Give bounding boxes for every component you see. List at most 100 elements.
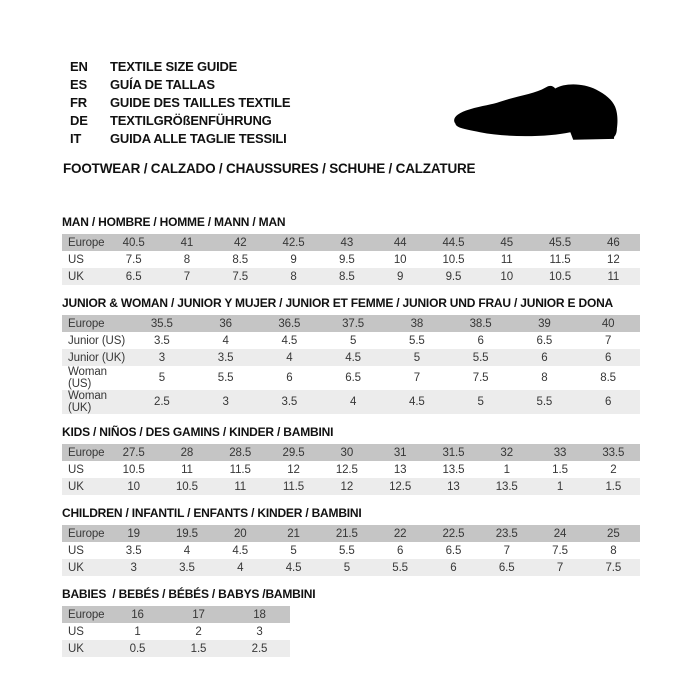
dress-shoe-icon	[444, 74, 634, 160]
size-cell: 6	[576, 349, 640, 366]
size-cell: 7	[160, 268, 214, 285]
size-cell: 5.5	[217, 372, 234, 384]
size-cell: 30	[320, 444, 374, 461]
row-label: US	[68, 253, 84, 266]
size-cell: 42	[213, 234, 267, 251]
language-guide-title: TEXTILE SIZE GUIDE	[110, 59, 238, 74]
row-label: Woman (UK)	[62, 390, 130, 414]
size-cell: 23.5	[480, 525, 534, 542]
size-cell: 3	[107, 559, 161, 576]
row-label: Europe	[62, 444, 107, 461]
row-label: UK	[62, 559, 107, 576]
size-cell: 5.5	[338, 544, 355, 557]
size-cell: 10	[107, 478, 161, 495]
language-code: DE	[70, 113, 88, 128]
size-cell: 45	[480, 234, 534, 251]
size-cell: 3	[256, 625, 263, 638]
table-row: Europe 16 17 18	[62, 606, 290, 623]
size-cell: 1.5	[552, 463, 568, 476]
size-cell: 38	[385, 315, 449, 332]
size-cell: 11.5	[229, 463, 251, 476]
size-cell: 3.5	[154, 334, 170, 347]
size-section: MAN / HOMBRE / HOMME / MANN / MAN Europe 4…	[62, 216, 640, 285]
size-cell: 4.5	[385, 390, 449, 414]
size-cell: 36.5	[257, 315, 322, 332]
language-code: EN	[70, 59, 88, 74]
size-table: Europe 27.5 28 28.5 29.5 30 31 31.5 32 33 33.5 US 10…	[62, 444, 640, 495]
size-cell: 9	[373, 268, 427, 285]
size-cell: 18	[229, 606, 290, 623]
row-label: UK	[62, 268, 107, 285]
table-row: Europe 35.5 36 36.5 37.5 38 38.5 39 40	[62, 315, 640, 332]
size-cell: 6.5	[107, 268, 161, 285]
table-row: US 10.5 11 11.5 12 12.5 13 13.5 1 1.5 2	[62, 461, 640, 478]
size-cell: 3	[130, 349, 194, 366]
size-cell: 8	[610, 544, 617, 557]
language-code: IT	[70, 131, 82, 146]
size-section: CHILDREN / INFANTIL / ENFANTS / KINDER /…	[62, 507, 640, 576]
section-title: JUNIOR & WOMAN / JUNIOR Y MUJER / JUNIOR…	[62, 296, 614, 310]
row-label: Europe	[62, 525, 107, 542]
size-cell: 8	[541, 372, 548, 384]
size-cell: 13	[393, 463, 407, 476]
size-cell: 10	[480, 268, 534, 285]
size-cell: 28.5	[213, 444, 267, 461]
size-cell: 6.5	[480, 559, 534, 576]
size-cell: 1.5	[586, 478, 640, 495]
size-cell: 20	[213, 525, 267, 542]
size-cell: 9	[290, 253, 297, 266]
size-cell: 4	[183, 544, 191, 557]
row-label: Europe	[62, 234, 107, 251]
table-row: Junior (UK) 3 3.5 4 4.5 5 5.5 6 6	[62, 349, 640, 366]
size-cell: 4.5	[232, 544, 249, 557]
size-cell: 3.5	[193, 349, 258, 366]
size-cell: 12	[607, 253, 620, 266]
size-cell: 44.5	[426, 234, 481, 251]
size-cell: 5	[349, 334, 357, 347]
category-title: FOOTWEAR / CALZADO / CHAUSSURES / SCHUHE…	[63, 161, 476, 176]
size-cell: 7	[604, 334, 612, 347]
size-cell: 22.5	[426, 525, 481, 542]
size-cell: 11	[586, 268, 640, 285]
size-cell: 31.5	[426, 444, 481, 461]
size-cell: 9.5	[338, 253, 355, 266]
table-row: Europe 40.5 41 42 42.5 43 44 44.5 45 45.5 46	[62, 234, 640, 251]
table-row: US 3.5 4 4.5 5 5.5 6 6.5 7 7.5 8	[62, 542, 640, 559]
size-cell: 7	[533, 559, 587, 576]
size-cell: 42.5	[266, 234, 321, 251]
size-cell: 1.5	[168, 640, 229, 657]
size-cell: 5.5	[448, 349, 513, 366]
size-cell: 11.5	[549, 253, 571, 266]
row-label: Junior (US)	[68, 334, 126, 347]
size-cell: 27.5	[107, 444, 161, 461]
size-cell: 5	[320, 559, 374, 576]
size-cell: 6	[477, 334, 484, 347]
table-row: Europe 27.5 28 28.5 29.5 30 31 31.5 32 33 33.5	[62, 444, 640, 461]
size-cell: 24	[533, 525, 587, 542]
size-cell: 8	[183, 253, 191, 266]
size-section: JUNIOR & WOMAN / JUNIOR Y MUJER / JUNIOR…	[62, 297, 640, 414]
size-cell: 5.5	[373, 559, 427, 576]
size-cell: 3.5	[257, 390, 322, 414]
table-row: Junior (US) 3.5 4 4.5 5 5.5 6 6.5 7	[62, 332, 640, 349]
size-cell: 4	[213, 559, 267, 576]
size-section: KIDS / NIÑOS / DES GAMINS / KINDER / BAM…	[62, 426, 640, 495]
language-guide-title: GUIDE DES TAILLES TEXTILE	[110, 95, 291, 110]
size-cell: 17	[168, 606, 229, 623]
size-cell: 4.5	[266, 559, 321, 576]
size-cell: 13.5	[442, 463, 465, 476]
language-row: EN TEXTILE SIZE GUIDE	[70, 58, 290, 76]
size-cell: 10.5	[533, 268, 587, 285]
size-cell: 16	[107, 606, 168, 623]
size-cell: 7.5	[213, 268, 267, 285]
size-cell: 4.5	[281, 334, 298, 347]
size-cell: 46	[586, 234, 640, 251]
size-cell: 2	[610, 463, 617, 476]
size-cell: 5.5	[409, 334, 425, 347]
size-cell: 19	[107, 525, 161, 542]
size-cell: 3	[193, 390, 258, 414]
size-cell: 1	[533, 478, 587, 495]
language-guide-title: GUÍA DE TALLAS	[110, 77, 215, 92]
table-row: UK 3 3.5 4 4.5 5 5.5 6 6.5 7 7.5	[62, 559, 640, 576]
